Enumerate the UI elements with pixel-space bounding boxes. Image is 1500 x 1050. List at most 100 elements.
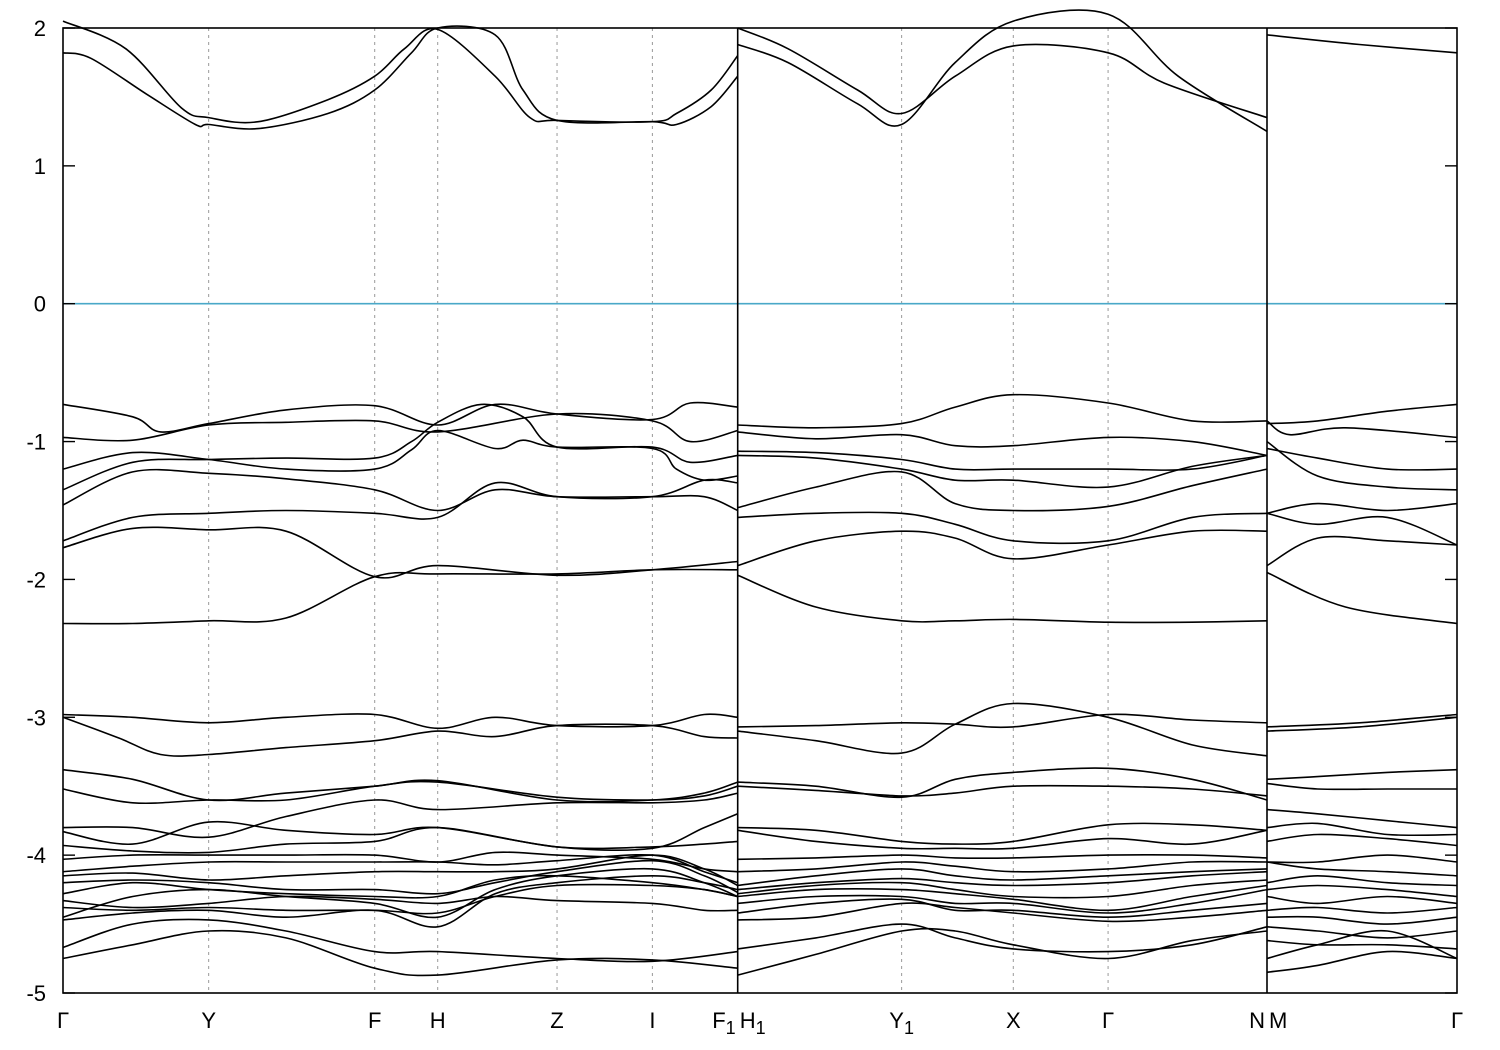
band-line [62, 25, 739, 130]
band-line [1266, 875, 1458, 887]
y-tick-label: -4 [26, 843, 46, 868]
band-line [1266, 502, 1458, 515]
band-line [737, 888, 1268, 914]
band-line [62, 853, 738, 884]
band-line [1266, 822, 1458, 837]
band-line [737, 511, 1268, 545]
band-line [62, 854, 739, 887]
band-line [737, 923, 1268, 953]
band-line [62, 883, 738, 915]
x-tick-label: X [1006, 1008, 1021, 1033]
band-line [1266, 440, 1458, 491]
x-tick-label: Γ [1451, 1008, 1463, 1033]
band-line [62, 412, 738, 443]
band-line [737, 454, 1268, 489]
band-line [737, 927, 1268, 976]
y-tick-label: 2 [34, 16, 46, 41]
band-line [737, 9, 1268, 133]
band-line [737, 870, 1268, 891]
band-line [737, 529, 1268, 567]
band-line [62, 813, 739, 851]
x-tick-label: Γ [1102, 1008, 1114, 1033]
band-line [737, 713, 1268, 729]
band-line [1266, 833, 1458, 847]
band-line [1266, 34, 1458, 54]
band-line [62, 568, 738, 625]
band-line [1266, 939, 1458, 950]
x-axis-ticks: Γ Y F H Z I F1 H1 Y1 X Γ N M Γ [57, 1008, 1463, 1038]
plot-frame [62, 27, 1458, 994]
band-line [737, 702, 1268, 757]
band-line [737, 868, 1268, 887]
x-tick-label: Y [201, 1008, 216, 1033]
band-line [1266, 571, 1458, 625]
band-line [737, 574, 1268, 624]
band-line [737, 884, 1268, 912]
band-line [62, 401, 738, 433]
x-tick-label: Γ [57, 1008, 69, 1033]
band-line [62, 874, 738, 899]
band-line [1266, 713, 1458, 728]
band-line [1266, 768, 1458, 781]
x-tick-label: H [430, 1008, 446, 1033]
band-line [737, 822, 1268, 845]
band-line [62, 768, 738, 803]
band-line [1266, 782, 1457, 791]
band-line [1266, 895, 1458, 905]
band-line [62, 713, 738, 730]
band-line [1266, 447, 1458, 471]
band-line [1266, 854, 1458, 864]
band-line [62, 859, 739, 895]
band-line [737, 902, 1268, 923]
y-tick-label: -1 [26, 430, 46, 455]
band-line [1266, 926, 1458, 939]
x-tick-label: N [1249, 1008, 1265, 1033]
band-line [1266, 808, 1458, 829]
band-line [62, 867, 739, 919]
band-line [737, 898, 1268, 918]
band-line [737, 879, 1268, 899]
band-line [62, 468, 739, 512]
band-line [62, 918, 738, 963]
band-line [1266, 512, 1458, 546]
band-line [737, 431, 1268, 457]
band-line [62, 403, 738, 491]
band-line [737, 393, 1268, 429]
band-line [62, 429, 738, 482]
band-line [1266, 915, 1458, 925]
y-axis-ticks: -5 -4 -3 -2 -1 0 1 2 [26, 16, 1457, 1006]
y-tick-label: -2 [26, 567, 46, 592]
x-tick-label: I [649, 1008, 655, 1033]
band-line [1266, 861, 1458, 877]
x-tick-label: Y1 [889, 1008, 914, 1038]
band-line [737, 854, 1268, 861]
band-line [62, 780, 738, 805]
band-line [62, 792, 738, 839]
band-line [62, 478, 738, 542]
x-tick-label: F [368, 1008, 381, 1033]
band-line [737, 829, 1268, 850]
band-line [1266, 884, 1458, 898]
band-line [1266, 420, 1458, 439]
band-lines [62, 9, 1458, 977]
y-tick-label: 1 [34, 154, 46, 179]
x-tick-label: F1 [712, 1008, 735, 1038]
band-line [1266, 535, 1458, 567]
band-line [1266, 716, 1458, 732]
y-tick-label: 0 [34, 292, 46, 317]
band-line [737, 784, 1268, 797]
band-line [62, 929, 738, 977]
y-tick-label: -5 [26, 981, 46, 1006]
band-line [62, 716, 738, 757]
band-line [737, 767, 1268, 801]
band-line [62, 826, 738, 854]
y-tick-label: -3 [26, 705, 46, 730]
band-line [1266, 906, 1458, 914]
band-line [1266, 929, 1458, 960]
band-line [737, 27, 1268, 119]
band-line [737, 450, 1268, 471]
x-tick-label: Z [550, 1008, 563, 1033]
band-line [1266, 403, 1458, 425]
band-line [737, 468, 1268, 512]
